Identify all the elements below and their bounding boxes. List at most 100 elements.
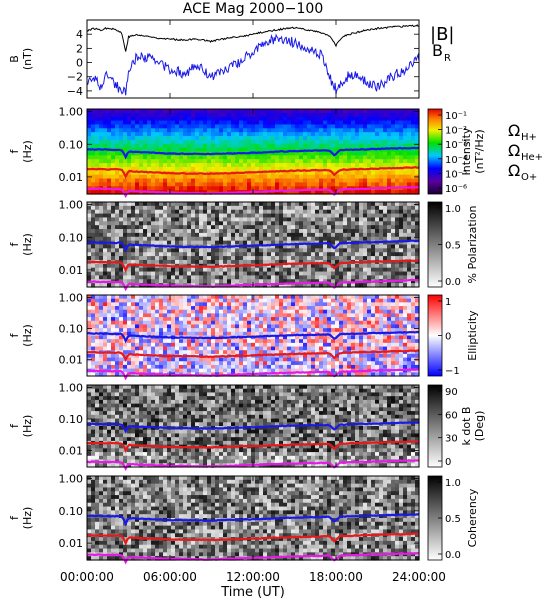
heatmap-cell [407, 139, 412, 145]
heatmap-cell [143, 182, 148, 187]
heatmap-cell [311, 112, 316, 118]
heatmap-cell [91, 116, 96, 122]
heatmap-cell [331, 267, 336, 273]
heatmap-cell [403, 259, 408, 265]
heatmap-cell [151, 182, 156, 187]
heatmap-cell [107, 205, 112, 211]
heatmap-cell [135, 166, 140, 172]
heatmap-cell [215, 109, 220, 114]
heatmap-cell [203, 136, 208, 141]
heatmap-cell [271, 225, 276, 230]
heatmap-cell [187, 240, 192, 246]
heatmap-cell [399, 320, 404, 326]
heatmap-cell [127, 306, 132, 311]
heatmap-cell [275, 240, 280, 246]
heatmap-cell [135, 302, 140, 307]
heatmap-cell [239, 143, 244, 149]
heatmap-cell [87, 170, 92, 176]
heatmap-cell [259, 275, 264, 280]
heatmap-cell [379, 116, 384, 122]
heatmap-cell [155, 155, 160, 160]
heatmap-cell [395, 139, 400, 145]
heatmap-cell [91, 339, 96, 344]
heatmap-cell [387, 229, 392, 234]
heatmap-cell [167, 275, 172, 280]
heatmap-cell [183, 339, 188, 344]
heatmap-cell [379, 317, 384, 322]
heatmap-cell [403, 209, 408, 215]
heatmap-cell [303, 116, 308, 122]
heatmap-cell [295, 346, 300, 351]
heatmap-cell [279, 240, 284, 246]
heatmap-cell [283, 139, 288, 145]
heatmap-cell [147, 229, 152, 234]
heatmap-cell [343, 174, 348, 180]
heatmap-cell [195, 147, 200, 153]
heatmap-cell [183, 317, 188, 322]
heatmap-cell [199, 306, 204, 311]
heatmap-cell [211, 252, 216, 257]
heatmap-cell [123, 182, 128, 187]
heatmap-cell [151, 240, 156, 246]
heatmap-cell [347, 109, 352, 114]
heatmap-cell [315, 182, 320, 187]
heatmap-cell [331, 155, 336, 160]
heatmap-cell [259, 313, 264, 318]
heatmap-cell [255, 306, 260, 311]
heatmap-cell [275, 112, 280, 118]
heatmap-cell [155, 252, 160, 257]
heatmap-cell [411, 178, 416, 184]
heatmap-cell [219, 225, 224, 230]
heatmap-cell [235, 120, 240, 126]
heatmap-cell [227, 240, 232, 246]
heatmap-cell [403, 225, 408, 230]
heatmap-cell [179, 324, 184, 329]
heatmap-cell [131, 298, 136, 303]
heatmap-cell [315, 116, 320, 122]
heatmap-cell [283, 240, 288, 246]
heatmap-cell [259, 317, 264, 322]
heatmap-cell [295, 217, 300, 222]
heatmap-cell [135, 128, 140, 133]
heatmap-cell [179, 317, 184, 322]
heatmap-cell [299, 202, 304, 207]
heatmap-cell [311, 174, 316, 180]
heatmap-cell [295, 229, 300, 234]
heatmap-cell [359, 124, 364, 129]
heatmap-cell [127, 112, 132, 118]
heatmap-cell [411, 328, 416, 333]
heatmap-cell [203, 190, 208, 195]
heatmap-cell [319, 339, 324, 344]
heatmap-cell [347, 139, 352, 145]
heatmap-cell [267, 136, 272, 141]
heatmap-cell [115, 306, 120, 311]
heatmap-cell [159, 132, 164, 137]
heatmap-cell [387, 209, 392, 215]
heatmap-cell [183, 155, 188, 160]
heatmap-cell [367, 205, 372, 211]
heatmap-cell [283, 244, 288, 249]
heatmap-cell [323, 151, 328, 156]
heatmap-cell [107, 174, 112, 180]
heatmap-cell [315, 186, 320, 191]
heatmap-cell [343, 221, 348, 226]
heatmap-cell [295, 295, 300, 300]
heatmap-cell [275, 190, 280, 195]
heatmap-cell [103, 109, 108, 114]
heatmap-cell [395, 174, 400, 180]
heatmap-cell [203, 186, 208, 191]
heatmap-cell [187, 182, 192, 187]
heatmap-cell [179, 155, 184, 160]
heatmap-cell [263, 342, 268, 348]
heatmap-cell [307, 324, 312, 329]
heatmap-cell [171, 275, 176, 280]
heatmap-cell [99, 256, 104, 261]
heatmap-cell [139, 244, 144, 249]
heatmap-cell [271, 186, 276, 191]
heatmap-cell [251, 232, 256, 238]
heatmap-cell [383, 244, 388, 249]
heatmap-cell [259, 339, 264, 344]
heatmap-cell [263, 143, 268, 149]
heatmap-cell [331, 213, 336, 219]
heatmap-cell [95, 339, 100, 344]
